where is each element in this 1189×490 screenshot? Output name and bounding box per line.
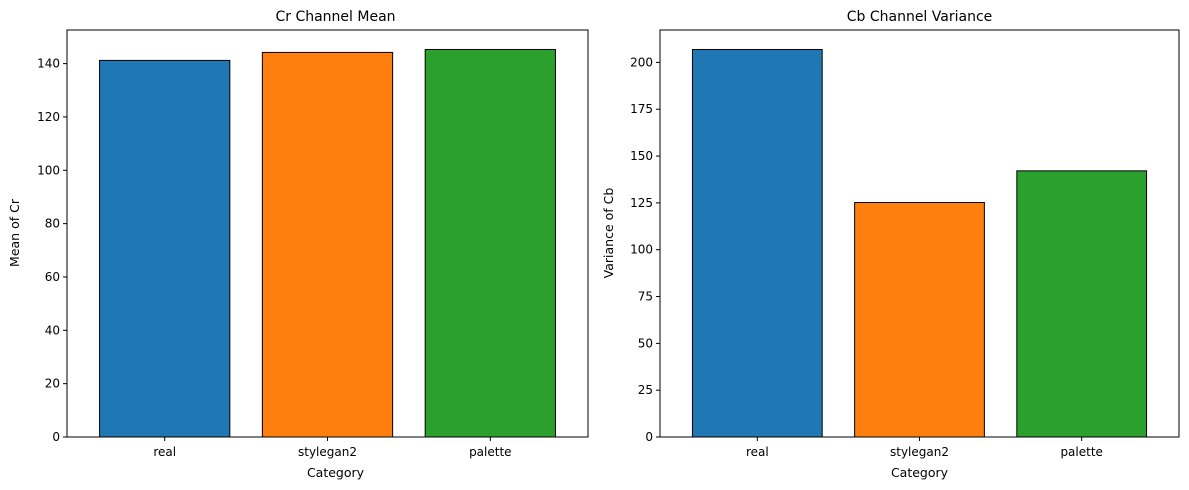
- y-tick-label: 20: [45, 377, 60, 391]
- bar-palette: [1016, 170, 1148, 438]
- bars-group: [99, 48, 556, 438]
- x-tick-label: real: [746, 445, 769, 459]
- y-tick-label: 100: [630, 243, 653, 257]
- x-tick-label: palette: [469, 445, 511, 459]
- y-tick-label: 0: [52, 430, 60, 444]
- y-tick-label: 140: [37, 57, 60, 71]
- x-axis-label: Category: [307, 465, 365, 480]
- chart-title: Cb Channel Variance: [847, 9, 993, 25]
- cb-variance-chart: Cb Channel Variance 0 25 50 75 100 125 150 175 2…: [601, 9, 1180, 480]
- bar-stylegan2: [854, 202, 985, 438]
- y-tick-label: 125: [630, 196, 653, 210]
- y-tick-label: 100: [37, 163, 60, 177]
- x-axis-ticks: real stylegan2 palette: [153, 437, 512, 459]
- x-axis-label: Category: [891, 465, 949, 480]
- y-tick-label: 75: [638, 290, 653, 304]
- x-tick-label: stylegan2: [890, 445, 949, 459]
- x-tick-label: palette: [1060, 445, 1102, 459]
- cr-mean-chart: Cr Channel Mean 0 20 40 60 80 100 120 140 real s…: [7, 9, 589, 480]
- x-tick-label: real: [153, 445, 176, 459]
- bar-real: [99, 59, 231, 438]
- y-tick-label: 80: [45, 217, 60, 231]
- y-axis-label: Mean of Cr: [7, 198, 22, 267]
- bar-palette: [424, 48, 556, 438]
- y-tick-label: 120: [37, 110, 60, 124]
- y-tick-label: 175: [630, 102, 653, 116]
- y-axis-ticks: 0 25 50 75 100 125 150 175 200: [630, 55, 660, 444]
- y-tick-label: 60: [45, 270, 60, 284]
- y-axis-label: Variance of Cb: [601, 188, 616, 279]
- y-tick-label: 200: [630, 55, 653, 69]
- x-axis-ticks: real stylegan2 palette: [746, 437, 1103, 459]
- x-tick-label: stylegan2: [298, 445, 357, 459]
- bar-stylegan2: [261, 51, 394, 438]
- bar-real: [691, 48, 823, 438]
- chart-title: Cr Channel Mean: [275, 9, 395, 25]
- y-tick-label: 150: [630, 149, 653, 163]
- y-axis-ticks: 0 20 40 60 80 100 120 140: [37, 57, 67, 444]
- y-tick-label: 40: [45, 323, 60, 337]
- bars-group: [691, 48, 1148, 438]
- y-tick-label: 50: [638, 336, 653, 350]
- y-tick-label: 0: [645, 430, 653, 444]
- y-tick-label: 25: [638, 383, 653, 397]
